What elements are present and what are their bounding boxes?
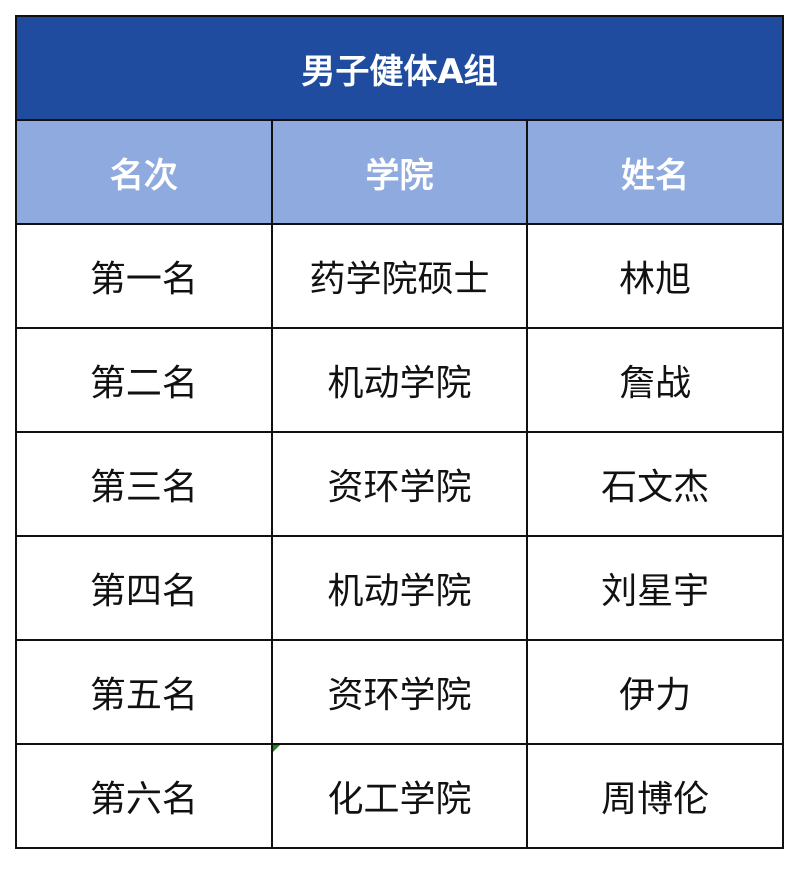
name-cell: 石文杰 — [526, 431, 784, 537]
cell-text: 林旭 — [619, 259, 692, 300]
name-cell: 林旭 — [526, 223, 784, 329]
cell-text: 第五名 — [89, 675, 198, 716]
college-cell: 资环学院 — [270, 639, 529, 745]
results-table: 男子健体A组 名次 学院 姓名 第一名 药学院硕士 林旭 第二名 机动学院 詹战 第三名 资环… — [15, 15, 784, 849]
name-cell: 伊力 — [526, 639, 784, 745]
rank-cell: 第六名 — [15, 743, 273, 849]
table-row: 第三名 资环学院 石文杰 — [15, 431, 784, 537]
college-cell: 机动学院 — [270, 327, 529, 433]
cell-text: 第二名 — [89, 363, 198, 404]
table-row: 第二名 机动学院 詹战 — [15, 327, 784, 433]
cell-text: 詹战 — [619, 363, 692, 404]
name-cell: 詹战 — [526, 327, 784, 433]
cell-text: 伊力 — [619, 675, 692, 716]
rank-cell: 第五名 — [15, 639, 273, 745]
name-cell: 周博伦 — [526, 743, 784, 849]
college-cell: 资环学院 — [270, 431, 529, 537]
cell-text: 第四名 — [89, 571, 198, 612]
cell-text: 化工学院 — [327, 779, 472, 820]
cell-text: 第六名 — [89, 779, 198, 820]
cell-text: 石文杰 — [601, 467, 710, 508]
rank-cell: 第四名 — [15, 535, 273, 641]
cell-text: 周博伦 — [601, 779, 710, 820]
cell-indicator-icon — [272, 745, 280, 752]
rank-cell: 第二名 — [15, 327, 273, 433]
college-cell: 化工学院 — [270, 743, 529, 849]
cell-text: 刘星宇 — [601, 571, 710, 612]
table-row: 第五名 资环学院 伊力 — [15, 639, 784, 745]
college-cell: 药学院硕士 — [270, 223, 529, 329]
table-title: 男子健体A组 — [15, 15, 784, 121]
cell-text: 机动学院 — [327, 363, 472, 404]
rank-cell: 第三名 — [15, 431, 273, 537]
cell-text: 资环学院 — [327, 467, 472, 508]
column-header-name: 姓名 — [526, 119, 784, 225]
cell-text: 机动学院 — [327, 571, 472, 612]
table-row: 第六名 化工学院 周博伦 — [15, 743, 784, 849]
cell-text: 资环学院 — [327, 675, 472, 716]
college-cell: 机动学院 — [270, 535, 529, 641]
cell-text: 第三名 — [89, 467, 198, 508]
cell-text: 药学院硕士 — [309, 259, 490, 300]
cell-text: 第一名 — [89, 259, 198, 300]
column-header-college: 学院 — [270, 119, 529, 225]
table-row: 第四名 机动学院 刘星宇 — [15, 535, 784, 641]
rank-cell: 第一名 — [15, 223, 273, 329]
column-header-rank: 名次 — [15, 119, 273, 225]
table-row: 第一名 药学院硕士 林旭 — [15, 223, 784, 329]
name-cell: 刘星宇 — [526, 535, 784, 641]
